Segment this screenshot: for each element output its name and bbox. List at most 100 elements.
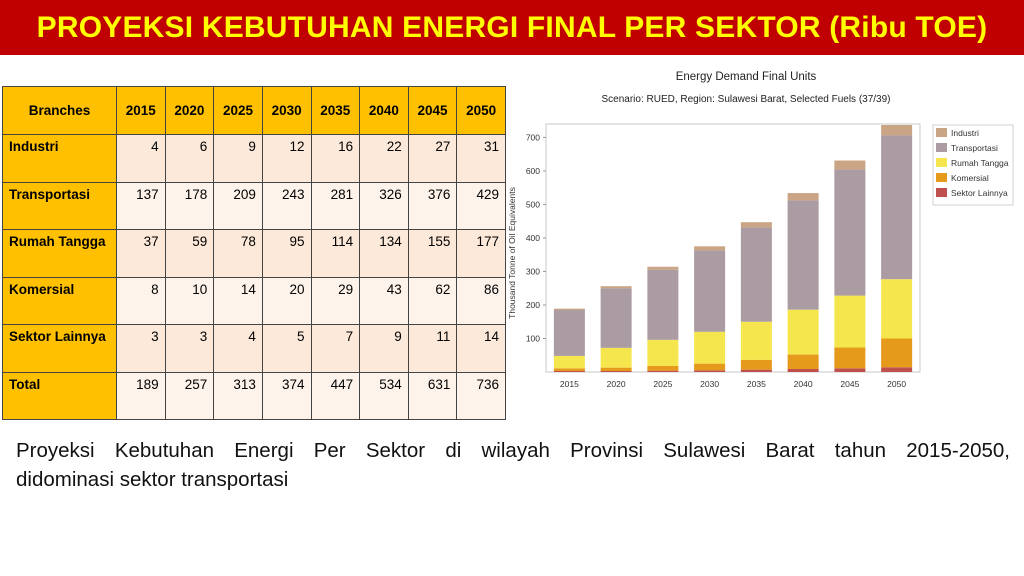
table-cell: 155 bbox=[407, 229, 458, 278]
table-cell: 43 bbox=[359, 276, 409, 325]
table-cell: 189 bbox=[116, 371, 166, 420]
table-cell: 326 bbox=[359, 181, 409, 230]
bar-segment-komersial bbox=[647, 365, 679, 371]
table-cell: 14 bbox=[213, 276, 263, 325]
bar-segment-transportasi bbox=[600, 288, 632, 348]
table-cell: 62 bbox=[407, 276, 458, 325]
y-tick-label: 100 bbox=[526, 333, 540, 343]
table-header-cell: 2045 bbox=[407, 86, 458, 135]
bar-segment-komersial bbox=[553, 368, 585, 371]
table-cell: 37 bbox=[116, 229, 166, 278]
legend-label: Transportasi bbox=[951, 143, 998, 153]
row-label: Komersial bbox=[2, 276, 117, 325]
energy-table: Branches 2015 2020 2025 2030 2035 2040 2… bbox=[2, 86, 506, 420]
bar-segment-rumah-tangga bbox=[834, 295, 866, 348]
table-cell: 10 bbox=[164, 276, 215, 325]
table-cell: 137 bbox=[116, 181, 166, 230]
table-cell: 257 bbox=[164, 371, 215, 420]
y-tick-label: 200 bbox=[526, 300, 540, 310]
x-tick-label: 2045 bbox=[840, 379, 859, 389]
table-cell: 5 bbox=[261, 324, 312, 373]
bar-segment-sektor-lainnya bbox=[881, 367, 913, 372]
y-tick-label: 500 bbox=[526, 199, 540, 209]
y-tick-label: 600 bbox=[526, 166, 540, 176]
bar-segment-industri bbox=[694, 246, 726, 251]
table-cell: 8 bbox=[116, 276, 166, 325]
bar-segment-rumah-tangga bbox=[694, 331, 726, 364]
bar-segment-transportasi bbox=[553, 310, 585, 356]
bar-segment-komersial bbox=[694, 363, 726, 371]
table-cell: 16 bbox=[310, 134, 361, 183]
table-cell: 7 bbox=[310, 324, 361, 373]
table-cell: 313 bbox=[213, 371, 263, 420]
table-cell: 14 bbox=[456, 324, 506, 373]
table-cell: 9 bbox=[213, 134, 263, 183]
table-cell: 9 bbox=[359, 324, 409, 373]
table-cell: 11 bbox=[407, 324, 458, 373]
bar-segment-rumah-tangga bbox=[787, 309, 819, 355]
page-title: PROYEKSI KEBUTUHAN ENERGI FINAL PER SEKT… bbox=[36, 10, 988, 44]
table-cell: 78 bbox=[213, 229, 263, 278]
table-cell: 243 bbox=[261, 181, 312, 230]
bar-segment-sektor-lainnya bbox=[787, 368, 819, 372]
caption-line-1: Proyeksi Kebutuhan Energi Per Sektor di … bbox=[16, 439, 1010, 462]
table-cell: 447 bbox=[310, 371, 361, 420]
bar-segment-sektor-lainnya bbox=[600, 370, 632, 372]
bar-segment-rumah-tangga bbox=[881, 279, 913, 339]
table-cell: 95 bbox=[261, 229, 312, 278]
table-header-cell: 2025 bbox=[213, 86, 263, 135]
bar-segment-industri bbox=[881, 125, 913, 136]
table-cell: 281 bbox=[310, 181, 361, 230]
table-header-row: Branches 2015 2020 2025 2030 2035 2040 2… bbox=[2, 86, 506, 135]
legend-swatch bbox=[936, 173, 947, 182]
bar-segment-industri bbox=[740, 222, 772, 228]
table-row: Komersial 8 10 14 20 29 43 62 86 bbox=[2, 276, 506, 325]
bar-segment-rumah-tangga bbox=[553, 355, 585, 369]
table-cell: 20 bbox=[261, 276, 312, 325]
chart-title: Energy Demand Final Units bbox=[676, 71, 817, 83]
bar-segment-industri bbox=[834, 160, 866, 170]
y-tick-label: 300 bbox=[526, 266, 540, 276]
caption: Proyeksi Kebutuhan Energi Per Sektor di … bbox=[16, 436, 1010, 494]
row-label: Industri bbox=[2, 134, 117, 183]
bar-segment-industri bbox=[787, 193, 819, 201]
legend-swatch bbox=[936, 158, 947, 167]
table-row: Industri 4 6 9 12 16 22 27 31 bbox=[2, 134, 506, 183]
bar-segment-industri bbox=[553, 308, 585, 310]
bar-segment-sektor-lainnya bbox=[834, 368, 866, 372]
energy-demand-chart: Energy Demand Final Units Scenario: RUED… bbox=[507, 71, 1014, 389]
row-label: Transportasi bbox=[2, 181, 117, 230]
bar-segment-sektor-lainnya bbox=[647, 370, 679, 372]
table-cell: 209 bbox=[213, 181, 263, 230]
bar-segment-transportasi bbox=[647, 269, 679, 340]
row-label: Rumah Tangga bbox=[2, 229, 117, 278]
table-cell: 27 bbox=[407, 134, 458, 183]
legend-swatch bbox=[936, 143, 947, 152]
table-cell: 134 bbox=[359, 229, 409, 278]
table-header-cell: 2050 bbox=[456, 86, 506, 135]
table-cell: 4 bbox=[116, 134, 166, 183]
table-cell: 736 bbox=[456, 371, 506, 420]
row-label: Total bbox=[2, 371, 117, 420]
bar-segment-transportasi bbox=[787, 200, 819, 310]
table-cell: 12 bbox=[261, 134, 312, 183]
table-cell: 29 bbox=[310, 276, 361, 325]
x-tick-label: 2020 bbox=[607, 379, 626, 389]
bar-segment-komersial bbox=[834, 347, 866, 369]
table-header-cell: 2015 bbox=[116, 86, 166, 135]
bar-segment-rumah-tangga bbox=[647, 339, 679, 366]
table-row: Rumah Tangga 37 59 78 95 114 134 155 177 bbox=[2, 229, 506, 278]
table-cell: 86 bbox=[456, 276, 506, 325]
bar-segment-transportasi bbox=[694, 250, 726, 332]
bar-segment-industri bbox=[600, 286, 632, 289]
x-tick-label: 2040 bbox=[794, 379, 813, 389]
row-label: Sektor Lainnya bbox=[2, 324, 117, 373]
y-axis-label: Thousand Tonne of Oil Equivalents bbox=[507, 187, 517, 319]
table-row: Transportasi 137 178 209 243 281 326 376 429 bbox=[2, 181, 506, 230]
legend-label: Sektor Lainnya bbox=[951, 188, 1008, 198]
legend-label: Rumah Tangga bbox=[951, 158, 1009, 168]
table-header-cell: 2030 bbox=[261, 86, 312, 135]
table-cell: 59 bbox=[164, 229, 215, 278]
legend-label: Komersial bbox=[951, 173, 989, 183]
table-cell: 6 bbox=[164, 134, 215, 183]
